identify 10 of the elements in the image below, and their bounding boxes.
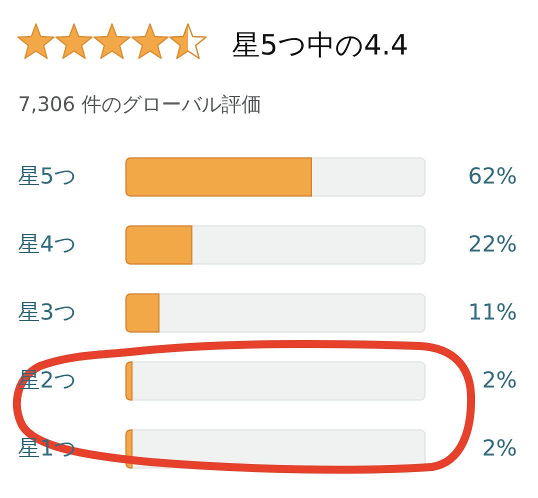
y-tick-label: 星3つ bbox=[18, 300, 77, 326]
data-label: 22% bbox=[468, 232, 517, 258]
y-tick-label: 星4つ bbox=[18, 232, 77, 258]
chart-subtitle: 7,306 件のグローバル評価 bbox=[18, 92, 262, 116]
data-label: 2% bbox=[482, 436, 517, 462]
data-label: 2% bbox=[482, 368, 517, 394]
data-label: 11% bbox=[468, 300, 517, 326]
chart-title: 星5つ中の4.4 bbox=[232, 28, 408, 62]
y-tick-label: 星5つ bbox=[18, 164, 77, 190]
data-label: 62% bbox=[468, 164, 517, 190]
